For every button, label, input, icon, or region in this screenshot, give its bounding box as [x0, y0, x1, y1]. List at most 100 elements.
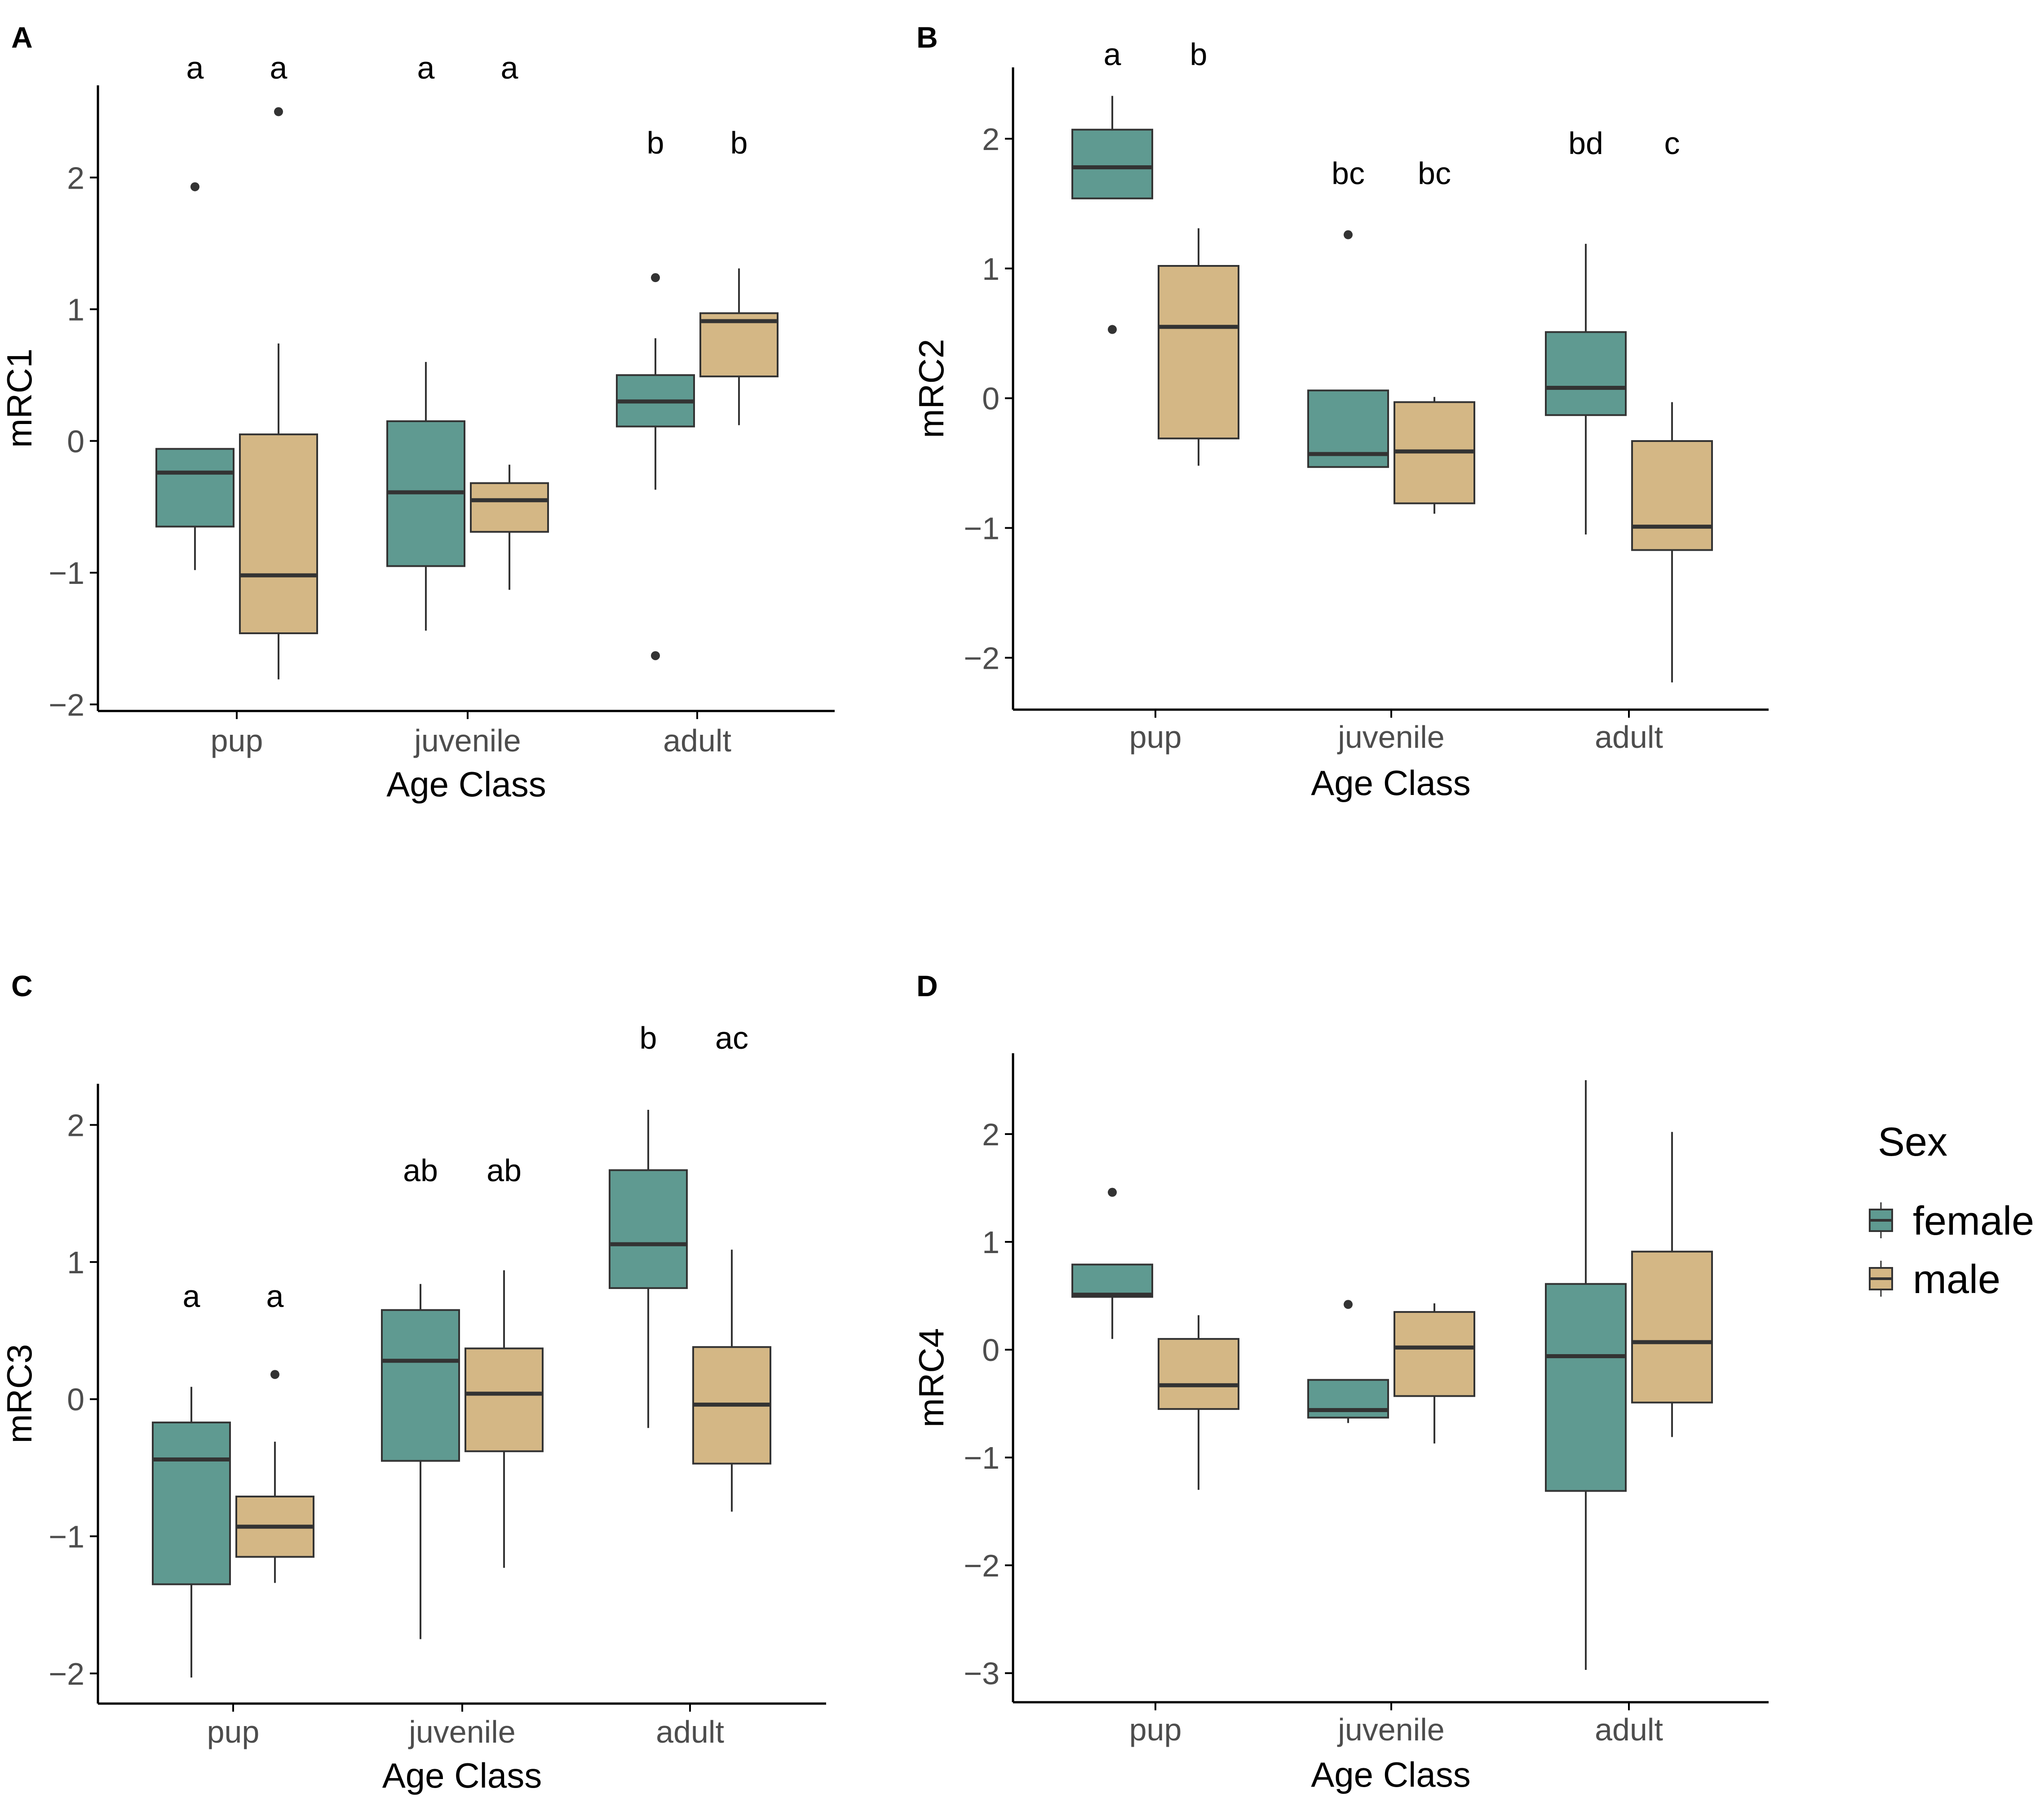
legend-item-female: female: [1869, 1199, 2034, 1244]
y-tick-label: 2: [982, 122, 1000, 157]
x-tick-label: adult: [1595, 1712, 1663, 1747]
box-male-juvenile: bc: [1394, 156, 1475, 514]
significance-letter: ab: [403, 1153, 438, 1188]
y-tick-label: 1: [982, 1225, 1000, 1260]
outlier-point: [1108, 1188, 1117, 1197]
y-tick-label: −1: [964, 511, 1000, 546]
box-iqr: [152, 1422, 231, 1585]
y-tick-label: −2: [49, 687, 84, 722]
significance-letter: ac: [715, 1020, 748, 1055]
significance-letter: a: [270, 50, 288, 85]
outlier-point: [651, 273, 660, 283]
significance-letter: a: [266, 1279, 284, 1314]
outlier-point: [1344, 1300, 1353, 1309]
box-male-pup: [1158, 1315, 1239, 1490]
box-male-adult: [1631, 1132, 1713, 1437]
x-axis-title: Age Class: [1311, 763, 1471, 803]
box-iqr: [1631, 440, 1713, 551]
y-tick-label: 0: [67, 1382, 84, 1417]
significance-letter: bc: [1418, 156, 1451, 191]
outlier-point: [190, 182, 199, 191]
y-tick-label: 2: [67, 160, 84, 195]
box-female-juvenile: a: [386, 50, 465, 631]
x-tick-label: pup: [1129, 720, 1182, 755]
legend-item-male: male: [1869, 1257, 2000, 1302]
significance-letter: bc: [1332, 156, 1365, 191]
panel-letter: C: [11, 969, 33, 1002]
significance-letter: c: [1664, 126, 1680, 161]
x-tick-label: pup: [207, 1714, 260, 1749]
box-iqr: [465, 1347, 544, 1453]
box-iqr: [239, 433, 318, 634]
x-tick-label: adult: [1595, 720, 1663, 755]
legend: Sex female male: [1869, 1120, 2034, 1302]
significance-letter: b: [640, 1020, 657, 1055]
x-axis-title: Age Class: [382, 1756, 542, 1795]
box-male-adult: ac: [692, 1020, 771, 1512]
box-male-adult: c: [1631, 126, 1713, 683]
outlier-point: [1108, 325, 1117, 334]
significance-letter: a: [186, 50, 204, 85]
panel-letter: D: [916, 969, 938, 1002]
box-iqr: [1158, 265, 1239, 440]
panel-letter: A: [11, 21, 33, 54]
y-tick-label: 2: [67, 1108, 84, 1143]
outlier-point: [651, 651, 660, 660]
box-female-juvenile: [1307, 1300, 1389, 1423]
y-tick-label: 0: [67, 424, 84, 459]
y-tick-label: 0: [982, 1333, 1000, 1368]
y-tick-label: 1: [67, 292, 84, 327]
box-male-adult: b: [699, 125, 779, 425]
y-tick-label: −1: [964, 1440, 1000, 1475]
y-tick-label: −1: [49, 1519, 84, 1554]
x-tick-label: juvenile: [1337, 1712, 1444, 1747]
box-iqr: [1545, 1283, 1627, 1492]
significance-letter: b: [1190, 37, 1208, 72]
box-female-adult: b: [616, 125, 695, 660]
x-tick-label: juvenile: [408, 1714, 515, 1749]
legend-label: male: [1913, 1257, 2000, 1302]
significance-letter: bd: [1568, 126, 1603, 161]
box-iqr: [1545, 331, 1627, 416]
x-tick-label: adult: [656, 1714, 724, 1749]
box-female-pup: a: [152, 1279, 231, 1678]
outlier-point: [274, 107, 283, 116]
box-female-pup: a: [155, 50, 234, 570]
box-male-juvenile: [1394, 1303, 1475, 1444]
y-tick-label: −3: [964, 1656, 1000, 1691]
outlier-point: [270, 1370, 279, 1379]
box-female-adult: b: [609, 1020, 688, 1428]
box-female-adult: bd: [1545, 126, 1627, 534]
box-iqr: [1158, 1338, 1239, 1410]
legend-label: female: [1913, 1199, 2034, 1244]
box-male-juvenile: ab: [465, 1153, 544, 1568]
box-female-adult: [1545, 1080, 1627, 1670]
y-axis-title: mRC4: [911, 1328, 951, 1427]
x-axis-title: Age Class: [386, 764, 546, 804]
box-female-juvenile: ab: [381, 1153, 460, 1639]
y-tick-label: 1: [982, 252, 1000, 287]
panel-letter: B: [916, 21, 938, 54]
x-axis-title: Age Class: [1311, 1755, 1471, 1794]
box-iqr: [609, 1169, 688, 1289]
box-male-juvenile: a: [470, 50, 549, 590]
y-axis-title: mRC1: [0, 349, 39, 448]
box-iqr: [381, 1309, 460, 1462]
x-tick-label: pup: [211, 723, 263, 758]
box-iqr: [1631, 1250, 1713, 1404]
box-male-pup: a: [239, 50, 318, 680]
y-tick-label: 0: [982, 381, 1000, 416]
y-tick-label: 2: [982, 1117, 1000, 1152]
x-tick-label: adult: [663, 723, 731, 758]
y-axis-title: mRC3: [0, 1344, 39, 1443]
box-iqr: [1071, 1263, 1153, 1298]
significance-letter: a: [183, 1279, 200, 1314]
box-iqr: [470, 482, 549, 533]
legend-title: Sex: [1878, 1120, 1947, 1165]
box-female-pup: a: [1071, 37, 1153, 334]
significance-letter: ab: [487, 1153, 522, 1188]
box-iqr: [699, 312, 779, 378]
significance-letter: a: [501, 50, 518, 85]
outlier-point: [1344, 230, 1353, 239]
